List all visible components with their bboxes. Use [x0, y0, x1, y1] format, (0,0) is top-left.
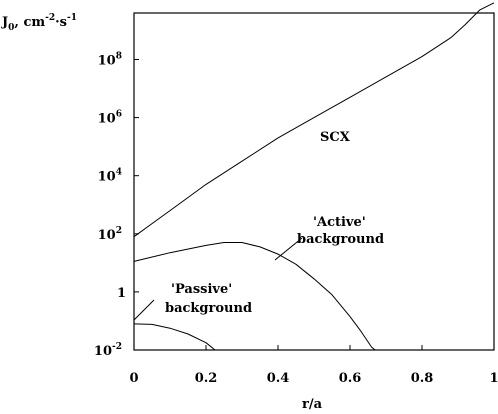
x-tick-label: 0: [129, 371, 138, 386]
x-axis-ticks: 0 0.2 0.4 0.6 0.8 1: [129, 345, 498, 386]
y-tick-base: 10: [98, 170, 116, 185]
y-tick-exponent: 8: [116, 51, 122, 61]
y-axis-title-sup-a: -2: [45, 13, 55, 23]
y-tick-exponent: -2: [112, 342, 122, 352]
annotation-active-line1: 'Active': [313, 215, 366, 230]
y-axis-title-sub: 0: [8, 23, 14, 33]
annotation-passive-line1: 'Passive': [171, 282, 232, 297]
x-tick-label: 0.8: [411, 371, 434, 386]
y-tick-base: 10: [98, 53, 116, 68]
x-tick-label: 0.4: [267, 371, 290, 386]
y-axis-title-unit-b: ·s: [55, 15, 67, 30]
plot-frame: [133, 12, 495, 351]
x-tick-label: 1: [489, 371, 498, 386]
y-tick-label: 106: [98, 110, 122, 127]
x-tick-label: 0.2: [195, 371, 218, 386]
y-tick-label: 108: [98, 51, 122, 68]
y-axis-title-main: J: [1, 15, 8, 30]
y-tick-base: 10: [94, 344, 112, 359]
y-tick-base: 10: [98, 228, 116, 243]
series-lines: [133, 2, 495, 351]
y-tick-exponent: 6: [116, 110, 122, 120]
y-tick-label: 1: [117, 286, 126, 301]
annotation-passive-line2: background: [165, 301, 252, 316]
y-tick-label: 102: [98, 226, 122, 243]
x-tick-label: 0.6: [339, 371, 362, 386]
x-axis-title: r/a: [302, 397, 323, 412]
annotation-active-line2: background: [297, 232, 384, 247]
series-passive-background: [133, 323, 216, 351]
plot-area-border: [133, 12, 495, 351]
y-tick-label: 104: [98, 168, 122, 185]
y-axis-title-sup-b: -1: [67, 13, 77, 23]
annotation-scx: SCX: [320, 130, 351, 145]
y-axis-title: J0, cm-2·s-1: [1, 13, 77, 33]
y-tick-exponent: 2: [116, 226, 122, 236]
active-leader-line: [274, 237, 303, 261]
y-axis-title-unit-a: , cm: [14, 15, 45, 30]
y-tick-label: 10-2: [94, 342, 122, 359]
y-tick-exponent: 4: [116, 168, 122, 178]
series-scx: [133, 2, 495, 238]
series-active-background: [133, 242, 376, 351]
passive-leader-line: [133, 299, 155, 321]
y-tick-base: 10: [98, 112, 116, 127]
